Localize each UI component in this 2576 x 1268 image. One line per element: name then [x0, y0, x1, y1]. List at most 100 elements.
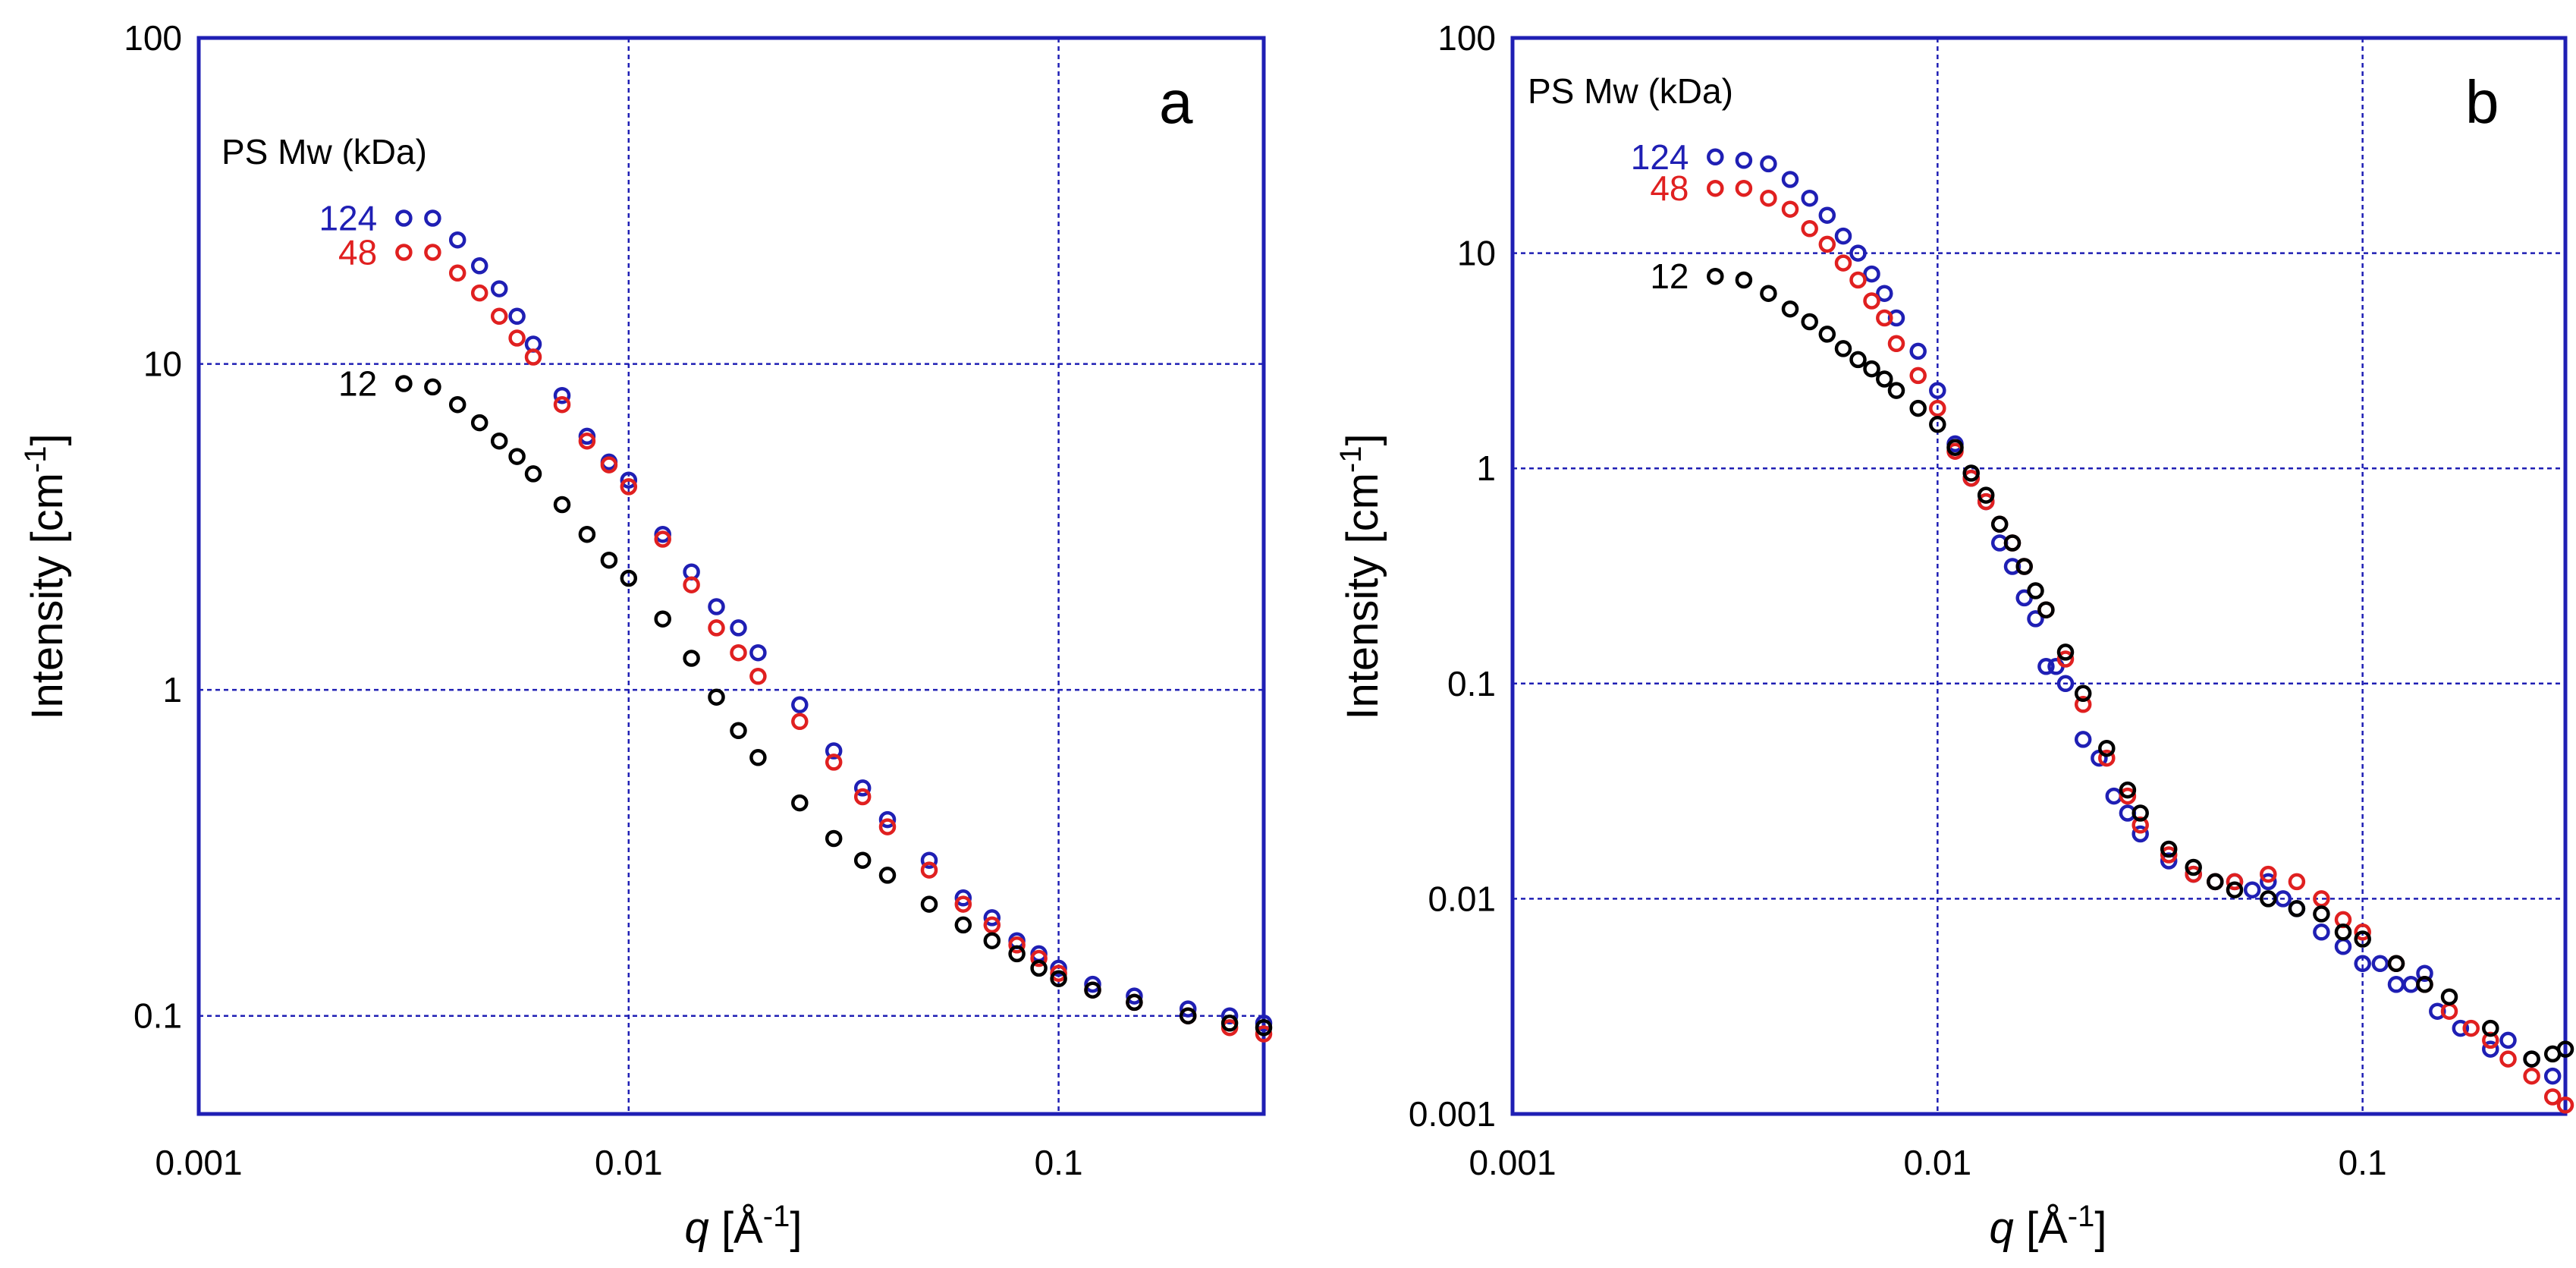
y-axis-title: Intensity [cm-1]	[1334, 433, 1387, 719]
data-point-48	[600, 456, 618, 474]
data-point-12	[1909, 399, 1927, 417]
data-point-48	[983, 916, 1001, 934]
data-point-12	[1876, 370, 1893, 388]
data-point-124	[2131, 825, 2149, 843]
data-point-48	[1863, 292, 1880, 310]
data-point-48	[1909, 367, 1927, 385]
data-point-48	[1801, 220, 1818, 238]
data-point-124	[1834, 227, 1852, 245]
panel-letter: b	[2465, 68, 2499, 136]
data-point-12	[683, 650, 700, 667]
data-point-124	[954, 889, 972, 907]
data-point-12	[2056, 643, 2075, 661]
data-point-48	[825, 754, 843, 771]
y-tick-label: 100	[1437, 18, 1496, 58]
panel-letter: a	[1159, 68, 1193, 136]
series-label-12: 12	[338, 364, 377, 404]
y-axis-title: Intensity [cm-1]	[19, 433, 72, 719]
data-point-48	[2119, 787, 2137, 805]
panel-b-marks	[1707, 148, 2574, 1114]
data-point-48	[2160, 846, 2178, 864]
data-point-48	[1977, 492, 1995, 511]
data-point-48	[1735, 179, 1753, 197]
y-axis-title-close: ]	[1338, 433, 1387, 445]
data-point-12	[470, 414, 488, 432]
data-point-12	[1735, 271, 1753, 289]
data-point-124	[470, 257, 488, 275]
data-point-48	[470, 284, 488, 302]
data-point-124	[2243, 881, 2261, 898]
data-point-48	[1887, 335, 1905, 353]
data-point-12	[654, 610, 671, 628]
data-point-12	[1801, 313, 1818, 331]
data-point-48	[878, 818, 897, 835]
data-point-48	[954, 895, 972, 913]
data-point-124	[2416, 964, 2433, 982]
data-point-124	[825, 742, 843, 760]
series-label-48: 48	[338, 232, 377, 272]
data-point-48	[2462, 1019, 2480, 1037]
data-point-12	[2160, 840, 2178, 858]
data-point-124	[2313, 923, 2330, 941]
data-point-48	[490, 307, 508, 326]
data-point-124	[2260, 873, 2277, 891]
data-point-124	[983, 909, 1001, 927]
data-point-48	[2056, 650, 2075, 668]
data-point-12	[1834, 340, 1852, 357]
data-point-124	[749, 643, 767, 662]
data-point-124	[508, 307, 526, 326]
data-point-124	[1887, 309, 1905, 327]
x-tick-label: 0.001	[155, 1143, 242, 1182]
data-point-12	[2003, 534, 2022, 552]
series-label-12: 12	[1650, 256, 1689, 296]
data-point-124	[853, 779, 872, 797]
data-point-12	[1707, 267, 1724, 285]
data-point-48	[524, 348, 542, 366]
data-point-124	[2160, 852, 2178, 870]
y-tick-label: 1	[1476, 448, 1496, 488]
data-point-124	[1876, 285, 1893, 302]
data-point-12	[920, 895, 938, 913]
data-point-12	[730, 722, 747, 740]
data-point-124	[2027, 610, 2044, 628]
data-point-12	[2037, 601, 2055, 618]
data-point-124	[2499, 1031, 2517, 1049]
data-point-12	[1849, 351, 1867, 369]
x-tick-label: 0.1	[2339, 1143, 2387, 1182]
x-tick-label: 0.01	[1904, 1143, 1972, 1182]
data-point-48	[2098, 749, 2116, 767]
data-point-12	[2387, 955, 2405, 973]
data-point-48	[1008, 936, 1026, 954]
data-point-124	[1735, 152, 1753, 169]
data-point-124	[708, 598, 725, 615]
y-tick-label: 100	[124, 18, 182, 58]
x-axis-title-close: ]	[2094, 1203, 2106, 1253]
x-tick-label: 0.1	[1035, 1143, 1083, 1182]
data-point-48	[1050, 964, 1067, 982]
panel-a: 0.001 0.01 0.1 0.1 1 10 100 PS Mw (kDa) 12448…	[19, 18, 1273, 1253]
panel-a-grid	[199, 38, 1264, 1114]
data-point-12	[2288, 900, 2306, 917]
data-point-12	[1126, 993, 1143, 1012]
data-point-48	[448, 264, 467, 282]
data-point-12	[2354, 930, 2371, 948]
data-point-124	[620, 471, 638, 489]
data-point-48	[1849, 271, 1867, 289]
x-axis-title-sup: -1	[2068, 1200, 2095, 1233]
data-point-12	[791, 794, 809, 812]
x-axis-title-close: ]	[790, 1203, 802, 1253]
y-tick-label: 10	[143, 345, 182, 384]
data-point-12	[1977, 486, 1995, 504]
x-axis-title-q: q	[1990, 1203, 2014, 1253]
data-point-48	[1834, 254, 1852, 272]
x-tick-label: 0.01	[595, 1143, 663, 1182]
series-label-48: 48	[1650, 168, 1689, 208]
data-point-124	[2371, 955, 2389, 973]
data-point-124	[1179, 1000, 1197, 1018]
data-point-124	[1220, 1007, 1239, 1024]
data-point-48	[2354, 923, 2371, 941]
data-point-12	[490, 432, 508, 450]
data-point-12	[1962, 464, 1980, 482]
